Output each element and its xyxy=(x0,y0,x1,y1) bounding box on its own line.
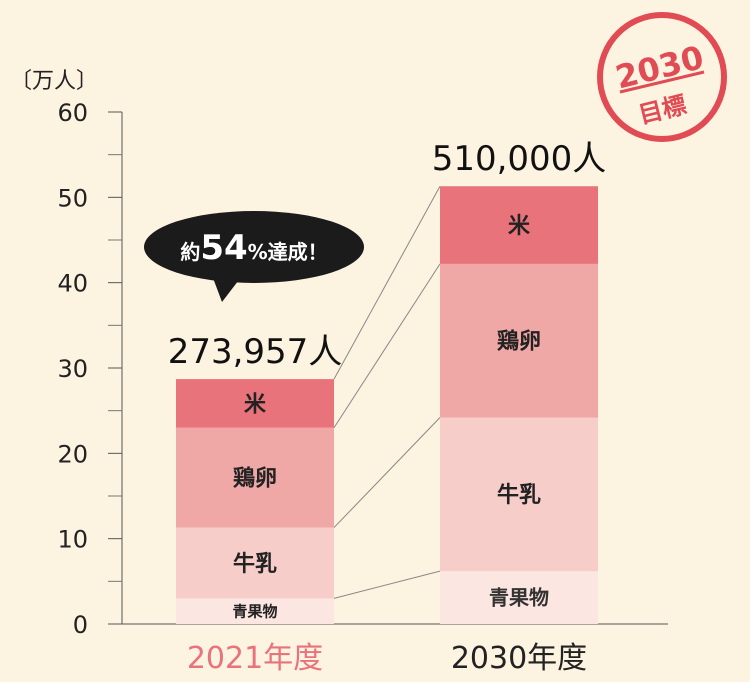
segment-label: 青果物 xyxy=(489,586,549,610)
y-tick-label: 30 xyxy=(57,355,88,383)
callout-prefix: 約 xyxy=(180,240,200,264)
y-tick-label: 50 xyxy=(57,184,88,212)
bar-total-label: 510,000人 xyxy=(432,139,607,179)
bar-segment xyxy=(176,598,334,624)
achievement-callout: 約54%達成！ xyxy=(144,211,364,302)
y-tick-label: 60 xyxy=(57,99,88,127)
segment-label: 青果物 xyxy=(232,603,277,621)
segment-label: 米 xyxy=(508,214,531,239)
callout-number: 54 xyxy=(200,228,247,268)
y-unit-label: 〔万人〕 xyxy=(10,69,98,94)
segment-label: 鶏卵 xyxy=(497,330,541,355)
bar-segment xyxy=(176,427,334,528)
target-badge: 2030 目標 xyxy=(597,12,727,142)
bar-segment xyxy=(176,379,334,428)
bar-segment xyxy=(440,186,598,264)
bar-segment xyxy=(440,263,598,418)
connector-line xyxy=(333,417,441,528)
y-tick-label: 10 xyxy=(57,526,88,554)
segment-label: 鶏卵 xyxy=(233,467,277,492)
y-tick-label: 0 xyxy=(73,611,88,639)
connector-line xyxy=(333,570,441,599)
segment-label: 牛乳 xyxy=(233,551,277,577)
segment-label: 牛乳 xyxy=(497,482,541,508)
y-tick-label: 40 xyxy=(57,270,88,298)
segment-label: 米 xyxy=(244,392,267,417)
bar-total-label: 273,957人 xyxy=(168,332,343,372)
category-label: 2021年度 xyxy=(187,641,323,676)
bar-segment xyxy=(440,571,598,624)
bar-segment xyxy=(176,527,334,599)
svg-text:約54%達成！: 約54%達成！ xyxy=(180,228,327,268)
y-tick-label: 20 xyxy=(57,440,88,468)
category-label: 2030年度 xyxy=(451,641,587,676)
callout-suffix: %達成！ xyxy=(248,240,328,264)
bar-segment xyxy=(440,417,598,572)
connector-line xyxy=(333,185,441,380)
connector-line xyxy=(333,263,441,429)
